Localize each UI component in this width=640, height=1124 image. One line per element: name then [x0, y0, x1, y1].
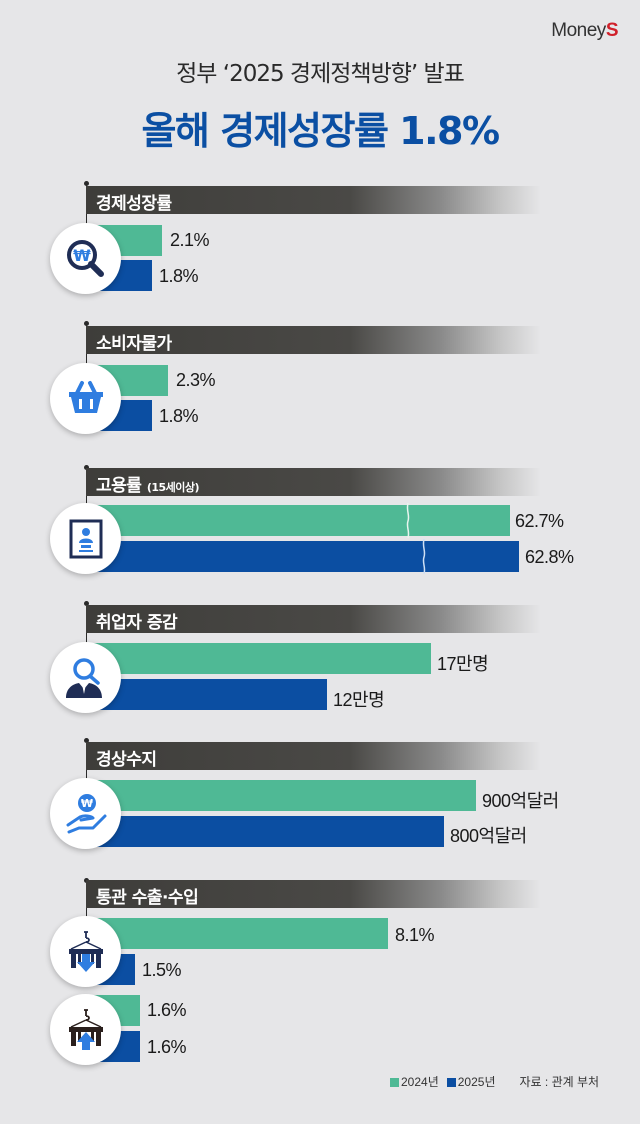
subtitle: 정부 ‘2025 경제정책방향’ 발표 [176, 61, 465, 87]
value-export-2024: 8.1% [395, 925, 435, 945]
hand-coin-icon: ₩ [50, 778, 121, 849]
page-title: 올해 경제성장률 1.8% [141, 109, 500, 153]
section-label-main: 고용률 [96, 476, 142, 496]
value-2025: 1.8% [159, 266, 199, 286]
value-2024: 62.7% [515, 511, 564, 531]
value-2024: 900억달러 [482, 791, 559, 811]
legend-label-2025: 2025년 [457, 1075, 496, 1089]
value-2025: 800억달러 [450, 826, 527, 846]
won-magnifier-icon: ₩ [50, 223, 121, 294]
bar-2024 [86, 643, 431, 674]
bar-2024 [86, 503, 510, 538]
export-icon [50, 916, 121, 987]
legend-swatch-2025 [446, 1078, 456, 1088]
stem-line [86, 880, 87, 940]
section-label-note: (15세이상) [146, 481, 200, 494]
legend-item-2024: 2024년 [390, 1073, 439, 1090]
section-header: 취업자 증감 [86, 605, 541, 633]
svg-text:₩: ₩ [73, 246, 91, 265]
value-import-2024: 1.6% [147, 1000, 187, 1020]
section-label: 통관 수출·수입 [96, 888, 199, 908]
value-2024: 17만명 [437, 654, 489, 674]
axis-break-icon [422, 539, 426, 574]
value-2025: 1.8% [159, 406, 199, 426]
legend-item-2025: 2025년 [446, 1073, 496, 1090]
legend-label-2024: 2024년 [401, 1075, 439, 1089]
id-card-icon [50, 503, 121, 574]
value-import-2025: 1.6% [147, 1037, 187, 1057]
person-search-icon [50, 642, 121, 713]
legend-swatch-2024 [390, 1078, 399, 1088]
shopping-basket-icon [50, 363, 121, 434]
bar-2025 [86, 816, 444, 847]
section-header: 통관 수출·수입 [86, 880, 541, 908]
section-label: 취업자 증감 [96, 613, 178, 633]
section-label: 고용률 (15세이상) [96, 471, 200, 496]
value-2025: 62.8% [525, 547, 574, 567]
import-icon [50, 994, 121, 1065]
source-note: 자료 : 관계 부처 [519, 1075, 600, 1089]
axis-break-icon [406, 503, 410, 538]
section-header: 경상수지 [86, 742, 541, 770]
logo: MoneyS [551, 20, 618, 42]
section-label: 소비자물가 [96, 334, 172, 354]
section-header: 소비자물가 [86, 326, 541, 354]
logo-text: Money [551, 20, 606, 41]
stem-line [86, 467, 87, 527]
logo-accent: S [605, 20, 619, 41]
bar-2024 [86, 780, 476, 811]
svg-text:₩: ₩ [80, 797, 92, 810]
value-2025: 12만명 [333, 690, 385, 710]
stem-line [86, 603, 87, 663]
value-export-2025: 1.5% [142, 960, 182, 980]
bar-2025 [86, 679, 327, 710]
section-header: 고용률 (15세이상) [86, 468, 541, 496]
bar-2025 [86, 539, 519, 574]
bar-export-2024 [86, 918, 388, 949]
stem-line [86, 740, 87, 800]
section-label: 경제성장률 [96, 194, 172, 214]
section-label: 경상수지 [96, 750, 157, 770]
legend: 2024년 2025년 자료 : 관계 부처 [390, 1073, 599, 1090]
section-header: 경제성장률 [86, 186, 541, 214]
value-2024: 2.3% [176, 370, 216, 390]
value-2024: 2.1% [170, 230, 210, 250]
